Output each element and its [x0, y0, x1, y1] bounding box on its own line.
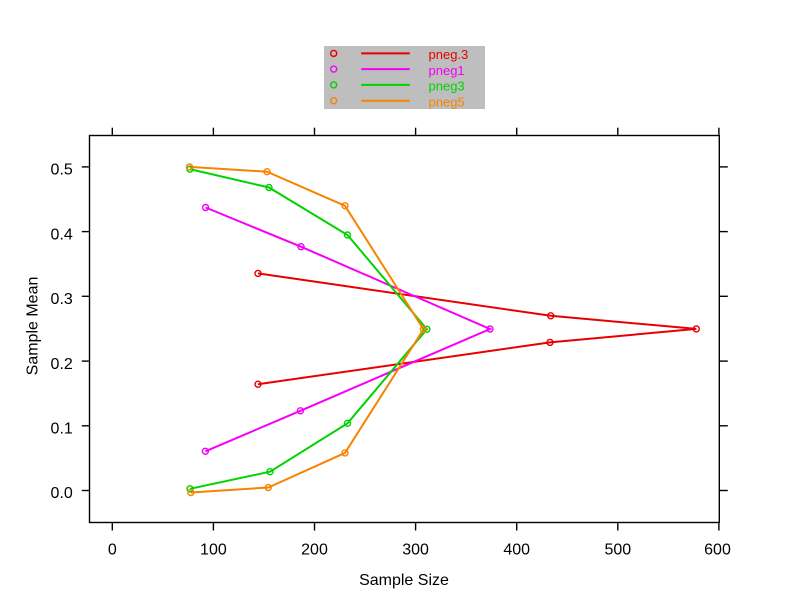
svg-text:0.4: 0.4 — [51, 226, 73, 243]
svg-text:Sample Mean: Sample Mean — [24, 277, 41, 376]
svg-text:600: 600 — [704, 541, 731, 558]
svg-text:0.1: 0.1 — [51, 421, 73, 438]
svg-text:0.3: 0.3 — [51, 291, 73, 308]
svg-text:100: 100 — [200, 541, 227, 558]
svg-text:0.5: 0.5 — [51, 162, 73, 179]
svg-text:500: 500 — [604, 541, 631, 558]
svg-text:300: 300 — [402, 541, 429, 558]
svg-text:pneg3: pneg3 — [429, 79, 465, 94]
svg-text:0.0: 0.0 — [51, 485, 73, 502]
svg-text:400: 400 — [503, 541, 530, 558]
svg-text:pneg.3: pneg.3 — [429, 47, 469, 62]
svg-text:Sample Size: Sample Size — [359, 572, 449, 589]
svg-text:pneg5: pneg5 — [429, 94, 465, 109]
svg-text:0.2: 0.2 — [51, 356, 73, 373]
svg-text:0: 0 — [108, 541, 117, 558]
svg-text:200: 200 — [301, 541, 328, 558]
svg-text:pneg1: pneg1 — [429, 63, 465, 78]
